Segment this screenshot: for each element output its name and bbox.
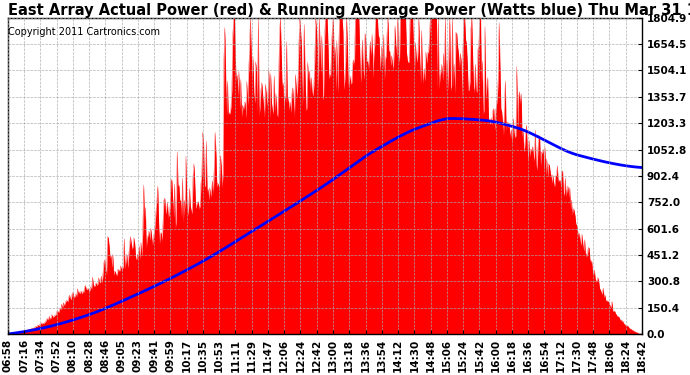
Text: Copyright 2011 Cartronics.com: Copyright 2011 Cartronics.com <box>8 27 160 37</box>
Text: East Array Actual Power (red) & Running Average Power (Watts blue) Thu Mar 31 18: East Array Actual Power (red) & Running … <box>8 3 690 18</box>
